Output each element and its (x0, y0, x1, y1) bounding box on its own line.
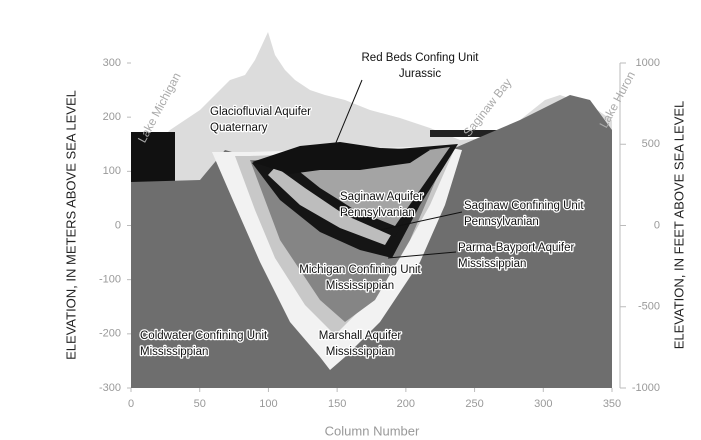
y-tick-label: 300 (103, 57, 121, 69)
unit-age: Quaternary (210, 122, 268, 134)
unit-name: Glaciofluvial Aquifer (210, 106, 311, 118)
y-tick-label: 0 (115, 219, 121, 231)
y2-tick-label: 1000 (636, 57, 660, 69)
y-tick-label: -100 (99, 274, 121, 286)
place-label: Lake Huron (597, 69, 638, 130)
x-tick-label: 350 (603, 398, 621, 410)
y2-tick-label: -1000 (632, 382, 660, 394)
x-tick-label: 0 (128, 398, 134, 410)
unit-age: Pennsylvanian (340, 207, 415, 219)
y-tick-label: 200 (103, 111, 121, 123)
unit-name: Saginaw Aquifer (340, 191, 423, 203)
y-tick-label: -200 (99, 328, 121, 340)
y-tick-label: 100 (103, 165, 121, 177)
y2-tick-label: 500 (642, 138, 660, 150)
unit-age: Mississippian (140, 346, 208, 358)
y2-tick-label: -500 (638, 301, 660, 313)
unit-name: Red Beds Confing Unit (362, 52, 480, 64)
x-tick-label: 50 (194, 398, 206, 410)
x-tick-label: 150 (328, 398, 346, 410)
unit-age: Mississippian (326, 280, 394, 292)
unit-age: Mississippian (458, 258, 526, 270)
y-tick-label: -300 (99, 382, 121, 394)
unit-name: Michigan Confining Unit (299, 264, 421, 276)
x-tick-label: 100 (259, 398, 277, 410)
y2-tick-label: 0 (654, 219, 660, 231)
unit-age: Jurassic (399, 68, 441, 80)
y2-axis-title: ELEVATION, IN FEET ABOVE SEA LEVEL (671, 101, 686, 350)
unit-age: Mississippian (326, 346, 394, 358)
unit-name: Parma-Bayport Aquifer (458, 242, 575, 254)
unit-age: Pennsylvanian (464, 216, 539, 228)
unit-name: Saginaw Confining Unit (464, 200, 584, 212)
y-axis-title: ELEVATION, IN METERS ABOVE SEA LEVEL (63, 90, 78, 360)
x-tick-label: 250 (465, 398, 483, 410)
unit-name: Coldwater Confining Unit (140, 330, 268, 342)
unit-name: Marshall Aquifer (319, 330, 402, 342)
x-tick-label: 300 (534, 398, 552, 410)
x-axis-title: Column Number (325, 423, 420, 438)
chart: Column Number ELEVATION, IN METERS ABOVE… (0, 0, 701, 440)
x-tick-label: 200 (397, 398, 415, 410)
